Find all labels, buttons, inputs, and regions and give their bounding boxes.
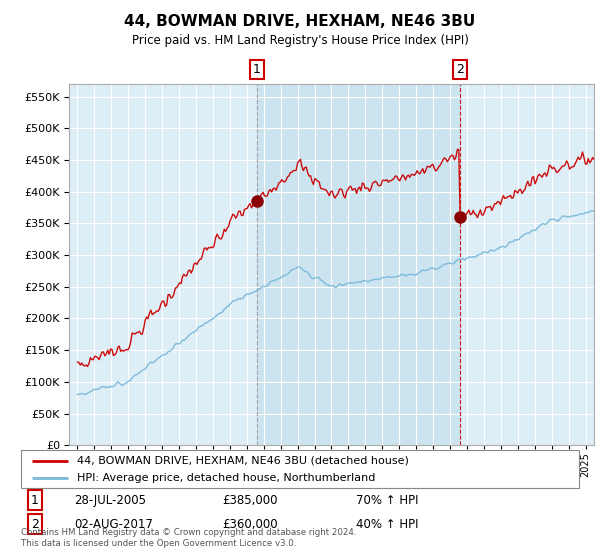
FancyBboxPatch shape	[21, 450, 579, 488]
Text: Price paid vs. HM Land Registry's House Price Index (HPI): Price paid vs. HM Land Registry's House …	[131, 34, 469, 46]
Text: £385,000: £385,000	[222, 494, 277, 507]
Text: 2: 2	[456, 63, 464, 76]
Text: 28-JUL-2005: 28-JUL-2005	[74, 494, 146, 507]
Text: HPI: Average price, detached house, Northumberland: HPI: Average price, detached house, Nort…	[77, 473, 375, 483]
Text: 02-AUG-2017: 02-AUG-2017	[74, 518, 153, 531]
Text: Contains HM Land Registry data © Crown copyright and database right 2024.
This d: Contains HM Land Registry data © Crown c…	[21, 528, 356, 548]
Bar	[257, 84, 460, 445]
Text: 44, BOWMAN DRIVE, HEXHAM, NE46 3BU: 44, BOWMAN DRIVE, HEXHAM, NE46 3BU	[124, 14, 476, 29]
Text: 1: 1	[253, 63, 260, 76]
Text: 44, BOWMAN DRIVE, HEXHAM, NE46 3BU (detached house): 44, BOWMAN DRIVE, HEXHAM, NE46 3BU (deta…	[77, 455, 409, 465]
Text: £360,000: £360,000	[222, 518, 278, 531]
Text: 2: 2	[31, 518, 39, 531]
Text: 1: 1	[31, 494, 39, 507]
Text: 70% ↑ HPI: 70% ↑ HPI	[356, 494, 418, 507]
Text: 40% ↑ HPI: 40% ↑ HPI	[356, 518, 418, 531]
